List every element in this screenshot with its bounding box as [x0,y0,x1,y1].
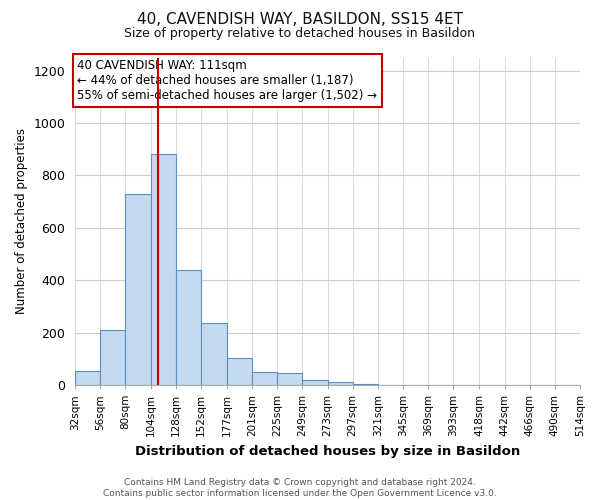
X-axis label: Distribution of detached houses by size in Basildon: Distribution of detached houses by size … [135,444,520,458]
Bar [353,384,378,385]
Text: 40 CAVENDISH WAY: 111sqm
← 44% of detached houses are smaller (1,187)
55% of sem: 40 CAVENDISH WAY: 111sqm ← 44% of detach… [77,59,377,102]
Bar [125,194,151,385]
Bar [201,324,227,385]
Bar [100,330,125,385]
Bar [75,370,100,385]
Text: Size of property relative to detached houses in Basildon: Size of property relative to detached ho… [125,28,476,40]
Bar [151,154,176,385]
Bar [227,358,252,385]
Bar [302,380,328,385]
Bar [328,382,353,385]
Text: Contains HM Land Registry data © Crown copyright and database right 2024.
Contai: Contains HM Land Registry data © Crown c… [103,478,497,498]
Bar [176,270,201,385]
Bar [277,373,302,385]
Text: 40, CAVENDISH WAY, BASILDON, SS15 4ET: 40, CAVENDISH WAY, BASILDON, SS15 4ET [137,12,463,28]
Y-axis label: Number of detached properties: Number of detached properties [15,128,28,314]
Bar [252,372,277,385]
